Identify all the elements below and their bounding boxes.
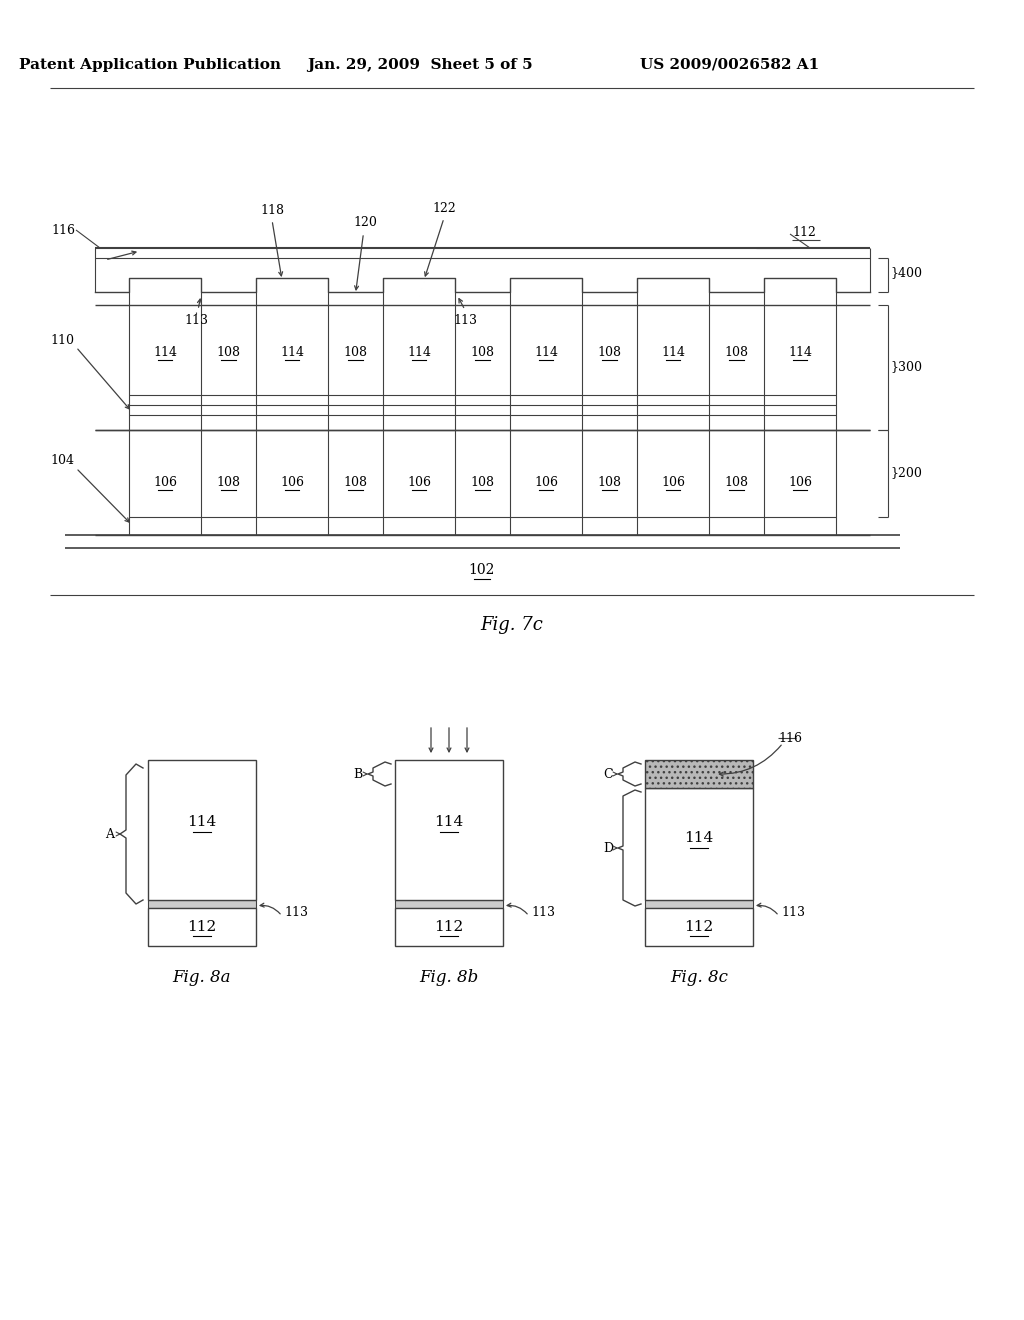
Bar <box>645 760 753 788</box>
Text: 104: 104 <box>50 454 74 466</box>
Text: 112: 112 <box>684 920 714 935</box>
Text: Fig. 8b: Fig. 8b <box>420 969 478 986</box>
Text: 122: 122 <box>432 202 456 214</box>
Bar <box>645 900 753 908</box>
Text: }300: }300 <box>890 360 922 374</box>
Bar <box>148 900 256 908</box>
Text: 113: 113 <box>781 907 805 920</box>
Text: 108: 108 <box>216 346 241 359</box>
Text: 114: 114 <box>187 816 217 829</box>
Text: 114: 114 <box>684 832 714 845</box>
Text: 108: 108 <box>725 477 749 488</box>
Bar <box>645 788 753 900</box>
Text: 120: 120 <box>353 216 378 230</box>
Text: 108: 108 <box>597 346 622 359</box>
Bar <box>395 900 503 908</box>
Text: 113: 113 <box>531 907 555 920</box>
Text: D: D <box>603 842 613 854</box>
Text: 108: 108 <box>470 477 495 488</box>
Text: C: C <box>603 767 613 780</box>
Text: 113: 113 <box>453 314 477 326</box>
Text: A: A <box>105 828 114 841</box>
Text: Fig. 8a: Fig. 8a <box>173 969 231 986</box>
Text: 102: 102 <box>469 564 496 577</box>
Text: 112: 112 <box>792 227 816 239</box>
Bar <box>645 908 753 946</box>
Text: 116: 116 <box>51 223 75 236</box>
Text: 108: 108 <box>470 346 495 359</box>
Text: 114: 114 <box>407 346 431 359</box>
Text: 108: 108 <box>343 477 368 488</box>
Text: 106: 106 <box>788 477 812 488</box>
Text: 118: 118 <box>260 203 284 216</box>
Bar <box>395 760 503 900</box>
Text: 116: 116 <box>778 731 802 744</box>
Text: 112: 112 <box>187 920 217 935</box>
Text: 112: 112 <box>434 920 464 935</box>
Text: 106: 106 <box>407 477 431 488</box>
Text: 114: 114 <box>280 346 304 359</box>
Text: 113: 113 <box>284 907 308 920</box>
Text: 114: 114 <box>153 346 177 359</box>
Text: }200: }200 <box>890 466 922 479</box>
Bar <box>148 760 256 900</box>
Text: 114: 114 <box>662 346 685 359</box>
Text: 114: 114 <box>534 346 558 359</box>
Text: 114: 114 <box>788 346 812 359</box>
Text: US 2009/0026582 A1: US 2009/0026582 A1 <box>640 58 819 73</box>
Text: }400: }400 <box>890 267 922 280</box>
Text: 106: 106 <box>280 477 304 488</box>
Text: 106: 106 <box>153 477 177 488</box>
Text: 106: 106 <box>662 477 685 488</box>
Text: 114: 114 <box>434 816 464 829</box>
Bar <box>148 908 256 946</box>
Text: 106: 106 <box>534 477 558 488</box>
Text: 108: 108 <box>343 346 368 359</box>
Text: B: B <box>353 767 362 780</box>
Text: 113: 113 <box>184 314 208 326</box>
Text: Jan. 29, 2009  Sheet 5 of 5: Jan. 29, 2009 Sheet 5 of 5 <box>307 58 532 73</box>
Text: 110: 110 <box>50 334 74 346</box>
Text: 108: 108 <box>725 346 749 359</box>
Text: 108: 108 <box>216 477 241 488</box>
Text: Patent Application Publication: Patent Application Publication <box>19 58 281 73</box>
Text: 108: 108 <box>597 477 622 488</box>
Bar <box>395 908 503 946</box>
Text: Fig. 8c: Fig. 8c <box>670 969 728 986</box>
Text: Fig. 7c: Fig. 7c <box>480 616 544 634</box>
